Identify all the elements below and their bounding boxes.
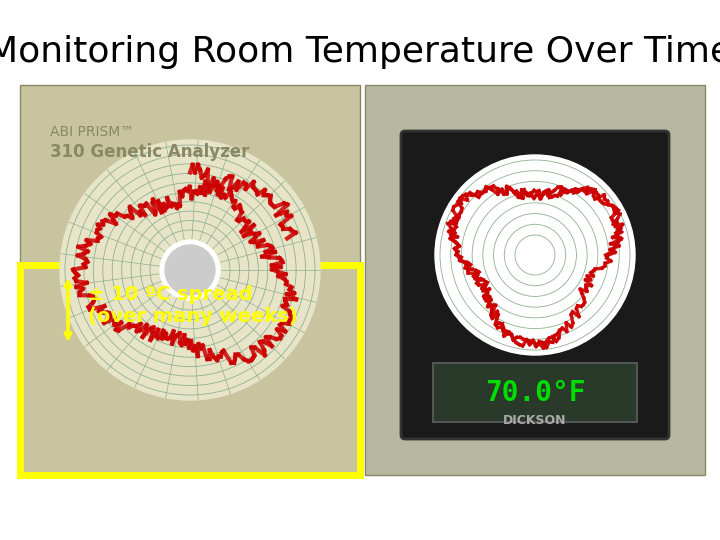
Text: 310 Genetic Analyzer: 310 Genetic Analyzer (50, 143, 249, 161)
Text: 70.0°F: 70.0°F (485, 379, 585, 407)
Text: ABI PRISM™: ABI PRISM™ (50, 125, 134, 139)
Text: DICKSON: DICKSON (503, 414, 567, 427)
Text: ± 10 ºC spread
(over many weeks): ± 10 ºC spread (over many weeks) (88, 285, 297, 326)
Circle shape (517, 237, 553, 273)
FancyBboxPatch shape (401, 131, 669, 439)
FancyBboxPatch shape (365, 85, 705, 475)
Circle shape (435, 155, 635, 355)
Circle shape (165, 245, 215, 295)
Text: Monitoring Room Temperature Over Time: Monitoring Room Temperature Over Time (0, 35, 720, 69)
Circle shape (60, 140, 320, 400)
Circle shape (160, 240, 220, 300)
FancyBboxPatch shape (20, 85, 360, 475)
FancyBboxPatch shape (433, 363, 637, 422)
